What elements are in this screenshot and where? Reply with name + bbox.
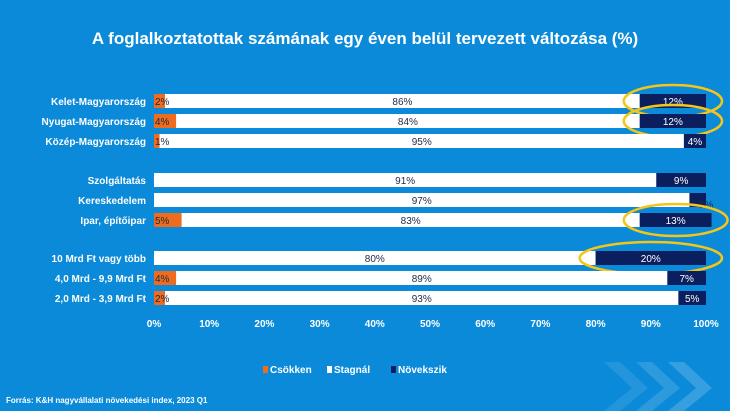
bar-segment-csökken — [154, 134, 160, 148]
category-label: Kereskedelem — [78, 196, 146, 207]
bar-segment-növekszik — [667, 271, 706, 285]
data-label-növekszik: 12% — [663, 97, 683, 108]
bar-segment-stagnál — [176, 271, 668, 285]
data-label-stagnál: 83% — [401, 216, 421, 227]
chart-title: A foglalkoztatottak számának egy éven be… — [91, 29, 639, 48]
x-tick-label: 50% — [420, 319, 440, 330]
data-label-csökken: 2% — [155, 97, 170, 108]
decorative-chevron-icon — [636, 362, 680, 411]
highlight-ellipse — [622, 202, 729, 238]
data-label-növekszik: 3% — [699, 200, 714, 211]
x-tick-label: 90% — [641, 319, 661, 330]
bar-segment-stagnál — [159, 134, 684, 148]
legend-swatch-stagnál — [327, 366, 332, 373]
bar-segment-növekszik — [683, 134, 706, 148]
data-label-stagnál: 89% — [412, 274, 432, 285]
data-label-stagnál: 86% — [392, 97, 412, 108]
data-label-stagnál: 93% — [412, 294, 432, 305]
data-label-stagnál: 80% — [365, 254, 385, 265]
bar-segment-növekszik — [689, 193, 706, 207]
bar-segment-stagnál — [165, 94, 640, 108]
data-label-csökken: 1% — [155, 137, 170, 148]
data-label-növekszik: 4% — [688, 137, 703, 148]
category-label: Szolgáltatás — [88, 176, 147, 187]
data-label-növekszik: 13% — [666, 216, 686, 227]
bar-segment-növekszik — [639, 94, 706, 108]
data-label-stagnál: 91% — [395, 176, 415, 187]
x-tick-label: 30% — [310, 319, 330, 330]
source-note: Forrás: K&H nagyvállalati növekedési ind… — [6, 396, 208, 405]
legend-label-növekszik: Növekszik — [398, 365, 447, 376]
category-label: Közép-Magyarország — [45, 137, 146, 148]
legend-label-csökken: Csökken — [270, 365, 312, 376]
category-label: Kelet-Magyarország — [51, 97, 146, 108]
data-label-stagnál: 84% — [398, 117, 418, 128]
x-tick-label: 40% — [365, 319, 385, 330]
bar-segment-stagnál — [154, 173, 657, 187]
category-label: 2,0 Mrd - 3,9 Mrd Ft — [55, 294, 147, 305]
data-label-csökken: 4% — [155, 274, 170, 285]
data-label-csökken: 2% — [155, 294, 170, 305]
bar-segment-csökken — [154, 114, 177, 128]
bar-segment-növekszik — [595, 251, 706, 265]
bar-segment-stagnál — [154, 193, 690, 207]
bar-segment-csökken — [154, 291, 166, 305]
data-label-növekszik: 20% — [641, 254, 661, 265]
bar-segment-növekszik — [639, 213, 712, 227]
legend-label-stagnál: Stagnál — [334, 365, 370, 376]
x-tick-label: 100% — [693, 319, 719, 330]
x-tick-label: 10% — [199, 319, 219, 330]
bar-segment-csökken — [154, 94, 166, 108]
bar-segment-csökken — [154, 271, 177, 285]
data-label-stagnál: 97% — [412, 196, 432, 207]
data-label-növekszik: 9% — [674, 176, 689, 187]
category-label: 10 Mrd Ft vagy több — [52, 254, 146, 265]
bar-segment-stagnál — [165, 291, 679, 305]
category-label: Ipar, építőipar — [80, 216, 146, 227]
x-tick-label: 80% — [586, 319, 606, 330]
category-label: 4,0 Mrd - 9,9 Mrd Ft — [55, 274, 147, 285]
data-label-növekszik: 12% — [663, 117, 683, 128]
bar-segment-növekszik — [656, 173, 706, 187]
data-label-csökken: 4% — [155, 117, 170, 128]
category-label: Nyugat-Magyarország — [42, 117, 146, 128]
bar-segment-növekszik — [678, 291, 706, 305]
decorative-chevron-icon — [604, 362, 648, 411]
decorative-chevron-icon — [668, 362, 712, 411]
bar-segment-csökken — [154, 213, 182, 227]
data-label-csökken: 5% — [155, 216, 170, 227]
data-label-stagnál: 95% — [412, 137, 432, 148]
bar-segment-stagnál — [176, 114, 640, 128]
bar-segment-növekszik — [639, 114, 706, 128]
x-tick-label: 20% — [254, 319, 274, 330]
legend-swatch-csökken — [263, 366, 268, 373]
x-tick-label: 60% — [475, 319, 495, 330]
legend-swatch-növekszik — [391, 366, 396, 373]
data-label-növekszik: 5% — [685, 294, 700, 305]
x-tick-label: 70% — [530, 319, 550, 330]
data-label-növekszik: 7% — [679, 274, 694, 285]
x-tick-label: 0% — [147, 319, 162, 330]
bar-segment-stagnál — [154, 251, 596, 265]
bar-segment-stagnál — [181, 213, 640, 227]
